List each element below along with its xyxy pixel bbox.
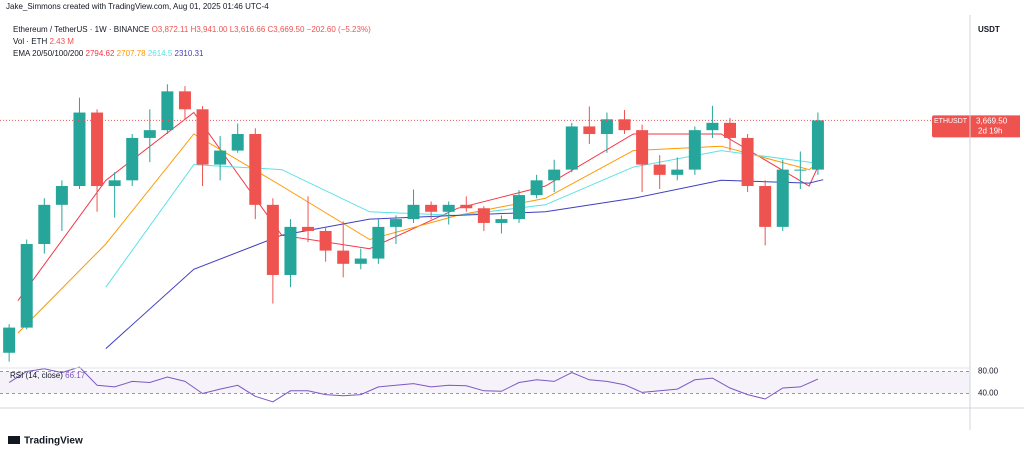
rsi-line [8,366,819,403]
candle-body [3,327,16,353]
candle-body [618,119,631,131]
ema-value: 2310.31 [175,49,204,58]
volume-label: Vol · ETH [13,37,47,46]
candle-body [653,164,666,175]
candle-body [583,126,596,134]
price-tag-value-bg [970,115,1020,138]
candle-body [530,180,543,196]
candle-body [20,244,33,328]
candle-body [460,204,473,209]
candle-body [178,91,191,110]
rsi-value: 66.17 [65,371,86,380]
candle-body [548,169,561,181]
candle-body [442,204,455,212]
candle-body [425,204,438,212]
candle-body [284,226,297,275]
ema-value: 2794.62 [86,49,115,58]
rsi-label: RSI (14, close) [10,371,63,380]
candle-body [73,112,86,187]
candle-body [688,130,701,170]
candle-body [38,204,51,245]
candle-body [759,186,772,227]
price-tag-value: 3,669.50 [976,116,1008,125]
candle-body [477,208,490,223]
price-tag-symbol: ETHUSDT [934,118,968,125]
candle-body [231,133,244,151]
rsi-tick-label: 80.00 [978,367,999,376]
candle-body [372,226,385,259]
candle-body [389,219,402,227]
candle-body [495,219,508,223]
symbol: Ethereum / TetherUS · 1W · BINANCE [13,25,149,34]
candle-body [91,112,104,187]
candle-body [724,122,737,138]
candle-body [266,204,279,275]
rsi-tick-label: 40.00 [978,389,999,398]
candle-body [319,230,332,251]
candle-body [337,250,350,264]
candle-body [302,226,315,231]
logo: TradingView [8,436,83,447]
candle-body [636,130,649,165]
ema-line [105,150,824,288]
ema-value: 2614.5 [148,49,173,58]
logo-icon [8,436,20,444]
candle-body [741,137,754,187]
price-tag [932,115,972,138]
candle-body [55,186,68,205]
candle-body [600,119,613,134]
candle-body [811,120,824,170]
logo-text: TradingView [24,436,83,447]
ema-value: 2707.78 [117,49,146,58]
rsi-legend: RSI (14, close) 66.17 [10,371,86,380]
symbol-legend: Ethereum / TetherUS · 1W · BINANCE O3,87… [13,25,371,34]
candle-body [776,169,789,227]
candle-body [196,109,209,165]
candle-body [108,180,121,187]
candle-body [794,169,807,171]
volume-value: 2.43 M [49,37,74,46]
change: −202.60 (−5.23%) [307,25,371,34]
candle-body [161,91,174,131]
candle-body [706,122,719,131]
candle-body [214,150,227,165]
ema-label: EMA 20/50/100/200 [13,49,84,58]
candle-body [407,204,420,220]
currency: USDT [978,25,1000,34]
attribution: Jake_Simmons created with TradingView.co… [6,2,269,11]
candle-body [249,133,262,205]
volume-legend: Vol · ETH 2.43 M [13,37,74,46]
ema-legend: EMA 20/50/100/200 2794.62 2707.78 2614.5… [13,49,204,58]
candle-body [513,195,526,220]
candle-body [354,258,367,264]
candle-body [143,130,156,138]
price-tag-countdown: 2d 19h [978,126,1002,135]
candle-body [671,169,684,175]
ohlc: O3,872.11 H3,941.00 L3,616.66 C3,669.50 [152,25,305,34]
candle-body [126,137,139,181]
candle-body [565,126,578,170]
